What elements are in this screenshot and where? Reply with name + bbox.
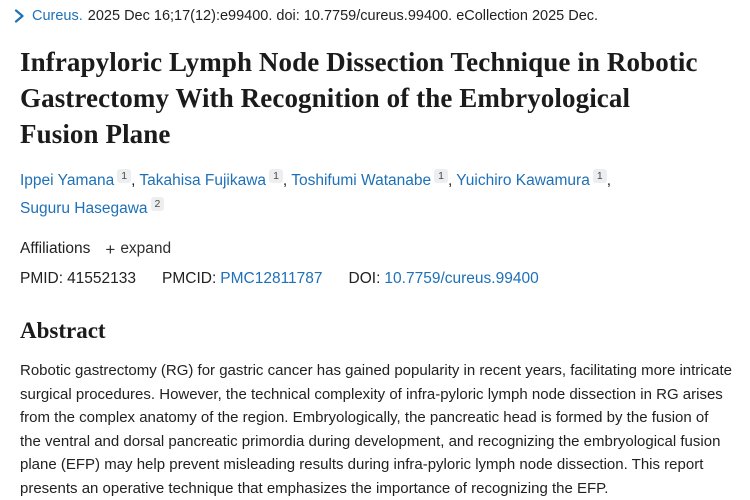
chevron-right-icon[interactable] [14, 9, 25, 23]
author-item: Suguru Hasegawa 2 [20, 196, 165, 217]
author-separator: , [282, 172, 292, 189]
citation-details: 2025 Dec 16;17(12):e99400. doi: 10.7759/… [87, 8, 599, 24]
author-link[interactable]: Toshifumi Watanabe [291, 172, 432, 189]
abstract-heading: Abstract [20, 318, 106, 343]
pmcid-group: PMCID: PMC12811787 [162, 270, 323, 288]
pmid-group: PMID: 41552133 [20, 270, 136, 288]
abstract-text: Robotic gastrectomy (RG) for gastric can… [20, 362, 732, 497]
author-item: Takahisa Fujikawa 1 [139, 168, 283, 189]
affiliation-sup[interactable]: 2 [150, 196, 165, 211]
pmid-label: PMID: [20, 270, 64, 287]
pmcid-link[interactable]: PMC12811787 [220, 270, 323, 287]
affiliation-sup[interactable]: 1 [434, 168, 448, 183]
author-separator: , [447, 172, 457, 189]
affiliations-label: Affiliations [20, 240, 91, 257]
journal-citation: Cureus. 2025 Dec 16;17(12):e99400. doi: … [14, 8, 730, 24]
pmid-value: 41552133 [67, 270, 137, 287]
expand-label: expand [120, 240, 172, 257]
affiliation-sup[interactable]: 1 [592, 168, 607, 183]
author-link[interactable]: Takahisa Fujikawa [139, 172, 267, 189]
journal-link[interactable]: Cureus. [32, 8, 83, 24]
author-item: Ippei Yamana 1 [20, 168, 132, 189]
article-title: Infrapyloric Lymph Node Dissection Techn… [20, 47, 698, 149]
doi-label: DOI: [348, 270, 381, 287]
author-separator: , [131, 172, 140, 189]
doi-link[interactable]: 10.7759/cureus.99400 [384, 270, 539, 287]
author-item: Yuichiro Kawamura 1 [456, 168, 607, 189]
author-link[interactable]: Yuichiro Kawamura [456, 172, 590, 189]
identifiers-row: PMID: 41552133 PMCID: PMC12811787 DOI: 10.7… [20, 270, 730, 288]
affiliation-sup[interactable]: 1 [269, 168, 283, 183]
expand-affiliations-button[interactable]: + expand [105, 240, 171, 258]
affiliation-sup[interactable]: 1 [117, 168, 132, 183]
pmcid-label: PMCID: [162, 270, 217, 287]
doi-group: DOI: 10.7759/cureus.99400 [349, 270, 539, 288]
author-separator: , [606, 172, 611, 189]
affiliations-row: Affiliations + expand [20, 240, 730, 258]
author-item: Toshifumi Watanabe 1 [291, 168, 448, 189]
authors-list: Ippei Yamana 1, Takahisa Fujikawa 1, Toshi… [20, 167, 665, 223]
author-link[interactable]: Ippei Yamana [20, 172, 115, 189]
author-link[interactable]: Suguru Hasegawa [20, 200, 148, 217]
plus-icon: + [105, 239, 116, 259]
